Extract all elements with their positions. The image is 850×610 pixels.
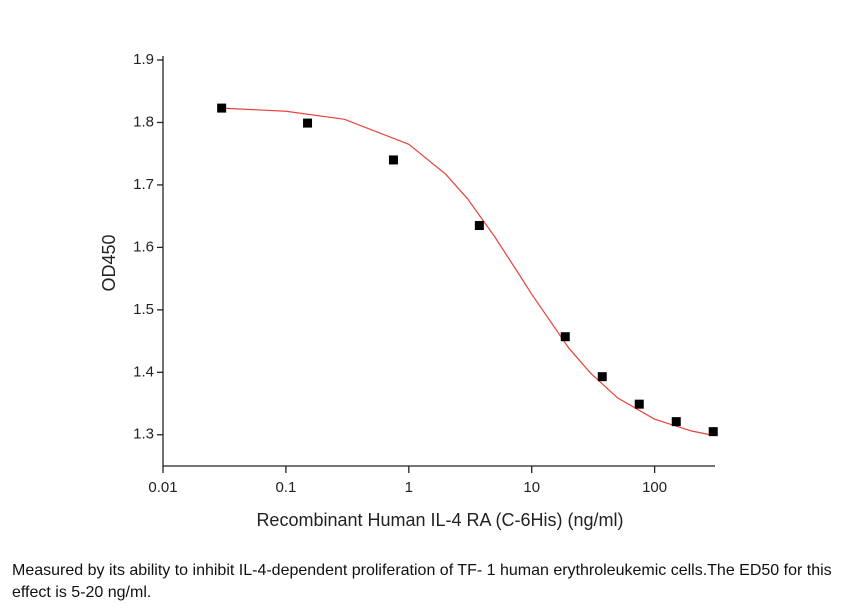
y-tick-label: 1.7: [133, 176, 154, 193]
y-tick-label: 1.9: [133, 51, 154, 68]
x-tick-label: 0.01: [148, 479, 177, 496]
data-point: [597, 372, 607, 382]
data-point: [388, 155, 398, 165]
x-tick-label: 0.1: [275, 479, 296, 496]
y-tick-label: 1.8: [133, 113, 154, 130]
data-point: [303, 118, 313, 128]
fit-curve: [221, 107, 714, 436]
data-point: [708, 427, 718, 437]
x-tick-label: 1: [405, 479, 413, 496]
data-point: [217, 103, 227, 113]
x-tick-label: 10: [523, 479, 540, 496]
data-point: [560, 332, 570, 342]
data-point: [474, 221, 484, 231]
y-tick-label: 1.6: [133, 238, 154, 255]
x-axis-label: Recombinant Human IL-4 RA (C-6His) (ng/m…: [256, 510, 623, 530]
y-axis-label: OD450: [99, 234, 119, 291]
y-tick-label: 1.4: [133, 363, 154, 380]
data-point: [671, 417, 681, 427]
data-point: [634, 399, 644, 409]
caption: Measured by its ability to inhibit IL-4-…: [12, 562, 832, 601]
x-tick-label: 100: [642, 479, 667, 496]
chart: Recombinant Human IL-4 RA (C-6His) (ng/m…: [99, 51, 718, 530]
y-tick-label: 1.5: [133, 301, 154, 318]
y-tick-label: 1.3: [133, 426, 154, 443]
